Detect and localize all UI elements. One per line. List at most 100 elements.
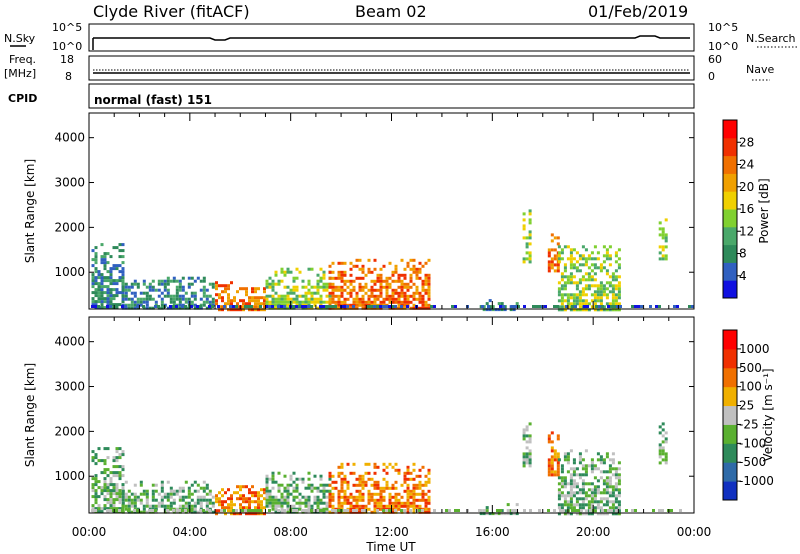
power-echo-cell [388,261,392,265]
power-echo-cell [611,287,615,291]
velocity-ground-cell [409,509,412,512]
velocity-echo-cell [566,491,570,495]
velocity-echo-cell [590,491,594,495]
power-echo-cell [343,279,347,283]
velocity-ground-cell [433,509,436,512]
velocity-echo-cell [525,455,529,459]
power-echo-cell [370,270,374,274]
velocity-echo-cell [205,483,209,487]
velocity-echo-cell [587,500,591,504]
power-ground-cell [319,305,322,308]
velocity-echo-cell [388,510,392,514]
power-echo-cell [418,261,422,265]
velocity-echo-cell [280,504,284,508]
power-echo-cell [280,297,284,301]
velocity-echo-cell [427,477,431,481]
velocity-echo-cell [406,465,410,469]
power-echo-cell [151,285,155,289]
velocity-echo-cell [109,501,113,505]
velocity-echo-cell [337,492,341,496]
velocity-echo-cell [239,503,242,507]
power-echo-cell [148,297,152,301]
velocity-echo-cell [599,491,603,495]
velocity-echo-cell [103,486,107,490]
power-echo-cell [187,282,191,286]
power-echo-cell [106,285,110,289]
velocity-echo-cell [224,512,227,516]
power-echo-cell [313,297,317,301]
power-echo-cell [581,245,585,249]
velocity-echo-cell [403,477,407,481]
velocity-echo-cell [263,497,266,501]
velocity-echo-cell [154,498,158,502]
velocity-echo-cell [406,468,410,472]
power-echo-cell [175,291,179,295]
power-echo-cell [388,297,392,301]
velocity-echo-cell [274,504,278,508]
velocity-ground-cell [604,509,607,512]
velocity-echo-cell [322,492,326,496]
velocity-echo-cell [593,497,597,501]
power-echo-cell [608,290,612,294]
power-echo-cell [528,221,532,225]
velocity-ground-cell [109,509,112,512]
velocity-ground-cell [115,509,118,512]
power-echo-cell [94,288,98,292]
velocity-echo-cell [91,456,95,460]
power-echo-cell [230,299,233,303]
velocity-ground-cell [121,509,124,512]
velocity-echo-cell [313,510,317,514]
velocity-ground-cell [511,509,514,512]
power-echo-cell [590,263,594,267]
power-echo-cell [322,306,326,310]
velocity-echo-cell [397,504,401,508]
velocity-echo-cell [355,483,359,487]
velocity-echo-cell [550,458,554,462]
velocity-echo-cell [590,467,594,471]
power-echo-cell [112,297,116,301]
velocity-echo-cell [160,501,164,505]
power-echo-cell [614,278,618,282]
power-echo-cell [181,297,185,301]
velocity-echo-cell [292,489,296,493]
velocity-echo-cell [190,492,194,496]
velocity-echo-cell [658,446,662,450]
velocity-echo-cell [181,498,185,502]
velocity-echo-cell [602,488,606,492]
colorbar-tick-label: 16 [739,202,754,216]
power-echo-cell [364,273,368,277]
power-echo-cell [265,282,269,286]
velocity-echo-cell [608,467,612,471]
velocity-echo-cell [382,468,386,472]
power-echo-cell [283,300,287,304]
power-echo-cell [310,297,314,301]
freq-tick-top: 18 [60,53,74,66]
velocity-echo-cell [292,510,296,514]
power-echo-cell [563,275,567,279]
power-echo-cell [340,291,344,295]
power-echo-cell [307,282,311,286]
velocity-echo-cell [160,486,164,490]
velocity-echo-cell [418,483,422,487]
velocity-echo-cell [617,494,621,498]
velocity-ground-cell [589,509,592,512]
velocity-echo-cell [412,492,416,496]
colorbar-tick-label: 100 [739,380,762,394]
power-echo-cell [178,306,182,310]
power-echo-cell [550,233,554,237]
power-echo-cell [400,288,404,292]
velocity-echo-cell [605,491,609,495]
power-echo-cell [118,279,122,283]
power-echo-cell [373,294,377,298]
velocity-echo-cell [596,506,600,510]
velocity-echo-cell [373,471,377,475]
power-echo-cell [661,245,665,249]
velocity-ground-cell [523,509,526,512]
power-echo-cell [292,279,296,283]
velocity-echo-cell [376,504,380,508]
velocity-echo-cell [199,498,203,502]
velocity-ground-cell [400,509,403,512]
velocity-echo-cell [563,479,567,483]
velocity-echo-cell [415,474,419,478]
velocity-echo-cell [415,486,419,490]
